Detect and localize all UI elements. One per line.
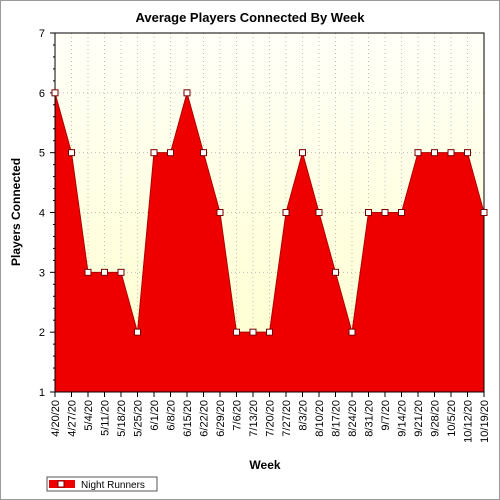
- y-tick-label: 2: [39, 327, 45, 339]
- x-tick-label: 6/1/20: [149, 400, 161, 431]
- data-point-marker: [398, 209, 405, 216]
- x-tick-label: 8/3/20: [298, 400, 310, 431]
- data-point-marker: [134, 328, 141, 336]
- data-point-marker: [233, 328, 240, 336]
- x-tick-label: 4/27/20: [67, 400, 79, 437]
- x-tick-label: 7/27/20: [281, 400, 293, 437]
- x-tick-label: 9/21/20: [413, 400, 425, 437]
- data-point-marker: [464, 149, 471, 157]
- data-point-marker: [332, 268, 339, 276]
- data-point-marker: [216, 209, 224, 216]
- x-tick-label: 10/19/20: [479, 400, 491, 443]
- data-point-marker: [299, 149, 306, 157]
- y-tick-label: 6: [39, 88, 45, 100]
- x-tick-label: 8/24/20: [347, 400, 359, 437]
- x-tick-label: 7/20/20: [265, 400, 277, 437]
- data-point-marker: [365, 209, 372, 216]
- x-tick-label: 6/29/20: [215, 400, 227, 437]
- data-point-marker: [381, 209, 389, 216]
- legend: Night Runners: [46, 476, 158, 492]
- x-tick-label: 5/4/20: [83, 400, 95, 431]
- data-point-marker: [447, 149, 455, 157]
- y-tick-label: 3: [39, 267, 45, 279]
- y-axis-title: Players Connected: [9, 158, 23, 266]
- x-axis-title: Week: [249, 458, 280, 472]
- chart-title: Average Players Connected By Week: [135, 10, 365, 25]
- plot-area: 1 2 3 4 5 6 7 4/20/20 4/27/20 5/4/20 5/11/20 5/18/2…: [39, 28, 491, 443]
- x-tick-label: 8/10/20: [314, 400, 326, 437]
- x-tick-label: 9/7/20: [380, 400, 392, 431]
- x-tick-label: 5/25/20: [133, 400, 145, 437]
- x-tick-label: 8/31/20: [364, 400, 376, 437]
- x-tick-label: 9/14/20: [397, 400, 409, 437]
- x-tick-label: 4/20/20: [50, 400, 62, 437]
- data-point-marker: [101, 268, 108, 276]
- x-tick-label: 10/5/20: [446, 400, 458, 437]
- legend-marker: [57, 480, 65, 488]
- legend-label-night-runners: Night Runners: [81, 480, 145, 491]
- y-tick-label: 5: [39, 148, 45, 160]
- x-tick-label: 5/11/20: [100, 400, 112, 436]
- y-tick-label: 1: [39, 387, 45, 399]
- x-tick-label: 6/8/20: [166, 400, 178, 431]
- x-tick-label: 10/12/20: [463, 400, 475, 443]
- data-point-marker: [249, 328, 257, 336]
- data-point-marker: [348, 328, 356, 336]
- data-point-marker: [431, 149, 438, 157]
- data-point-marker: [200, 149, 207, 157]
- data-point-marker: [266, 328, 273, 336]
- data-point-marker: [183, 89, 191, 97]
- data-point-marker: [414, 149, 422, 157]
- data-point-marker: [51, 89, 59, 97]
- data-point-marker: [282, 209, 290, 216]
- x-tick-label: 6/15/20: [182, 400, 194, 437]
- data-point-marker: [315, 209, 323, 216]
- data-point-marker: [150, 149, 158, 157]
- data-point-marker: [117, 268, 125, 276]
- y-tick-label: 7: [39, 28, 45, 40]
- series-area-night-runners: [55, 92, 484, 392]
- x-tick-label: 9/28/20: [430, 400, 442, 437]
- data-point-marker: [480, 209, 488, 216]
- x-tick-label: 6/22/20: [199, 400, 211, 437]
- data-point-marker: [167, 149, 174, 157]
- x-tick-label: 7/6/20: [232, 400, 244, 431]
- data-point-marker: [68, 149, 75, 157]
- data-point-marker: [84, 268, 92, 276]
- y-tick-label: 4: [39, 208, 45, 220]
- x-tick-label: 7/13/20: [248, 400, 260, 437]
- x-tick-label: 5/18/20: [116, 400, 128, 437]
- x-tick-label: 8/17/20: [331, 400, 343, 437]
